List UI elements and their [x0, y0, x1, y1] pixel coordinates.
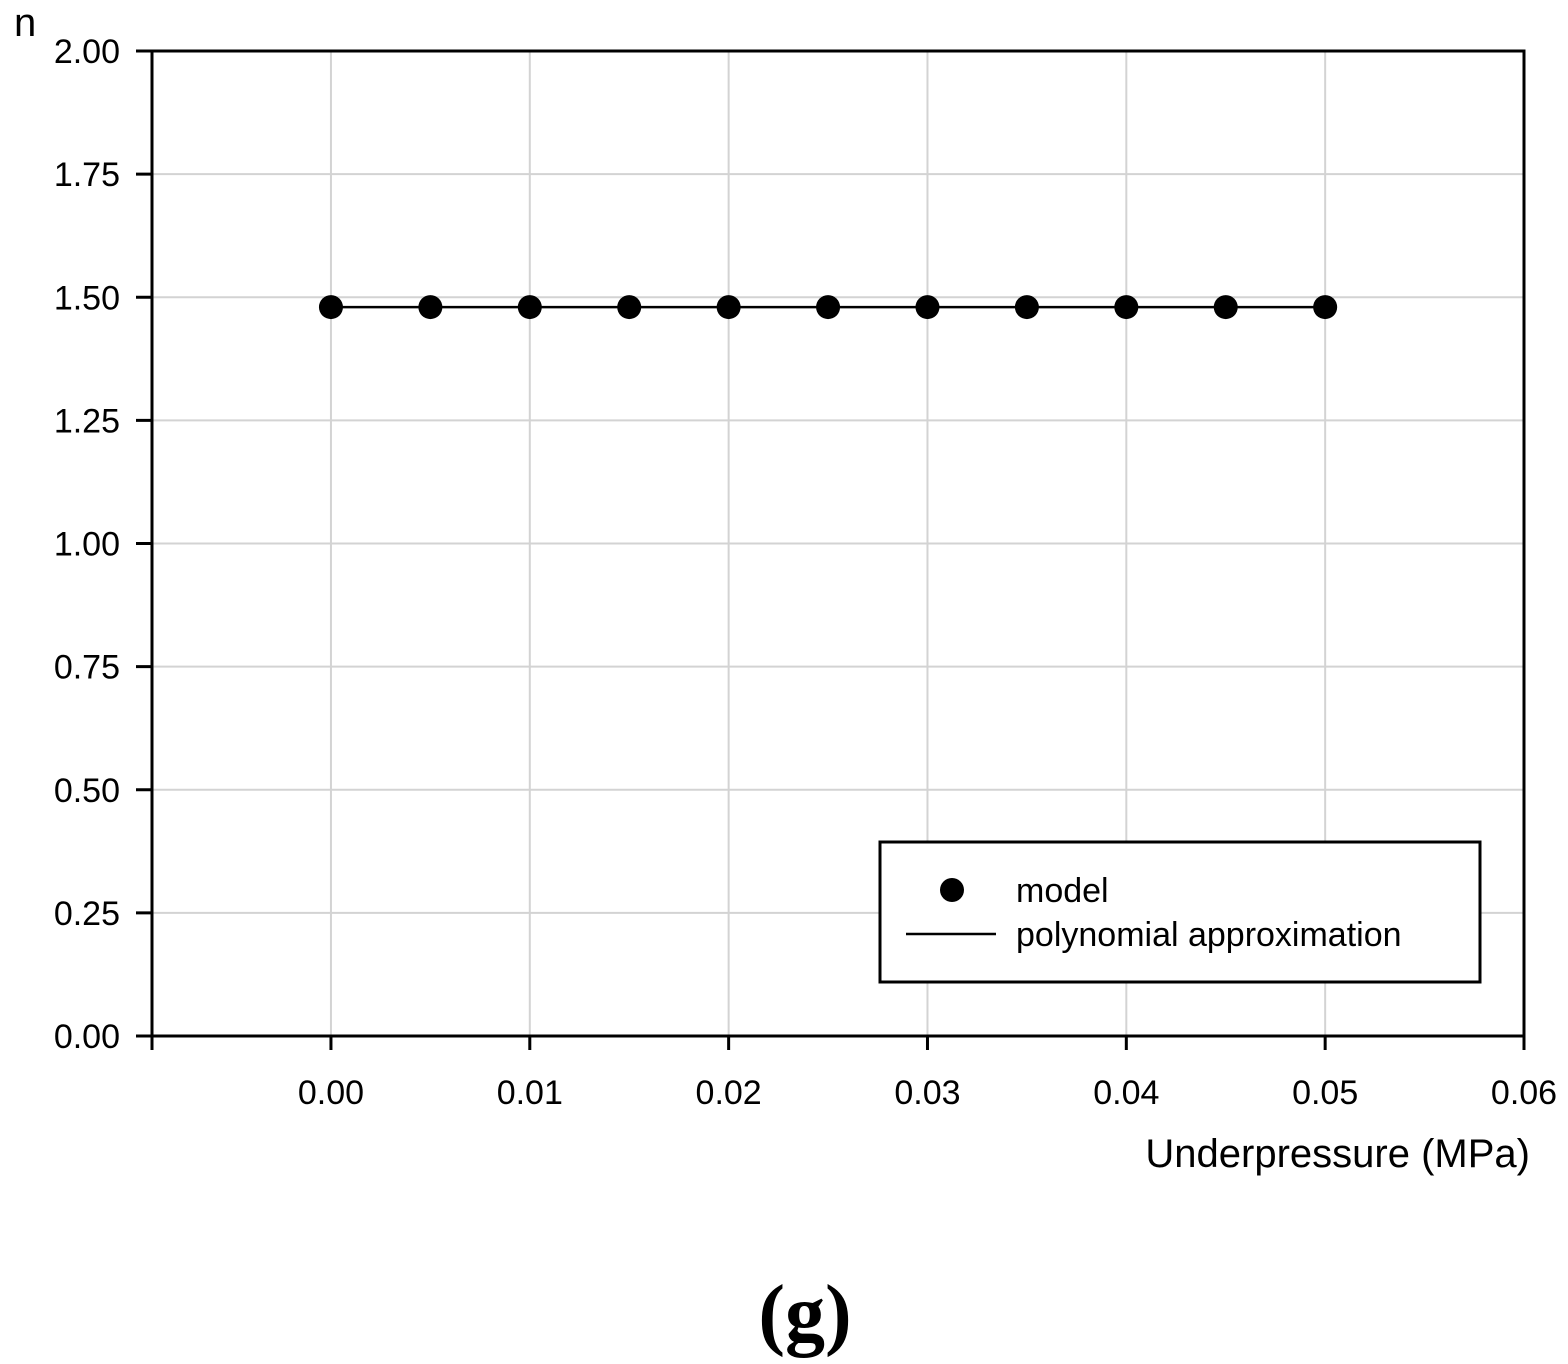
x-tick-label: 0.03: [894, 1074, 960, 1112]
legend-box: [878, 840, 1482, 984]
y-tick-label: 2.00: [54, 33, 120, 71]
tick-labels: 0.00 0.01 0.02 0.03 0.04 0.05 0.06 0.00 0.25 0.50…: [54, 33, 1557, 1112]
axes: [136, 49, 1526, 1050]
y-tick-label: 1.25: [54, 402, 120, 440]
legend: model polynomial approximation: [878, 840, 1482, 984]
y-tick-label: 1.00: [54, 526, 120, 564]
model-point: [1313, 295, 1338, 320]
model-point: [915, 295, 940, 320]
legend-label-model: model: [1016, 872, 1109, 910]
model-point: [816, 295, 841, 320]
x-tick-label: 0.04: [1093, 1074, 1159, 1112]
grid-lines: [152, 51, 1524, 1036]
model-point: [418, 295, 443, 320]
x-tick-label: 0.06: [1491, 1074, 1557, 1112]
y-tick-label: 0.75: [54, 649, 120, 687]
y-tick-label: 0.25: [54, 895, 120, 933]
legend-marker-model: [940, 878, 964, 902]
y-tick-label: 0.00: [54, 1018, 120, 1056]
x-axis-label: Underpressure (MPa): [1145, 1132, 1530, 1176]
model-point: [1014, 295, 1039, 320]
legend-label-polynomial: polynomial approximation: [1016, 916, 1402, 954]
panel-label: (g): [758, 1270, 851, 1358]
model-point: [318, 295, 343, 320]
y-axis-label: n: [14, 1, 36, 45]
model-point: [1213, 295, 1238, 320]
y-tick-label: 1.50: [54, 279, 120, 317]
x-tick-label: 0.05: [1292, 1074, 1358, 1112]
y-tick-label: 0.50: [54, 772, 120, 810]
model-point: [716, 295, 741, 320]
x-tick-label: 0.01: [497, 1074, 563, 1112]
model-point: [617, 295, 642, 320]
model-point: [1114, 295, 1139, 320]
model-point: [517, 295, 542, 320]
x-tick-label: 0.02: [696, 1074, 762, 1112]
y-tick-label: 1.75: [54, 156, 120, 194]
plot-series: [318, 295, 1338, 320]
x-tick-label: 0.00: [298, 1074, 364, 1112]
